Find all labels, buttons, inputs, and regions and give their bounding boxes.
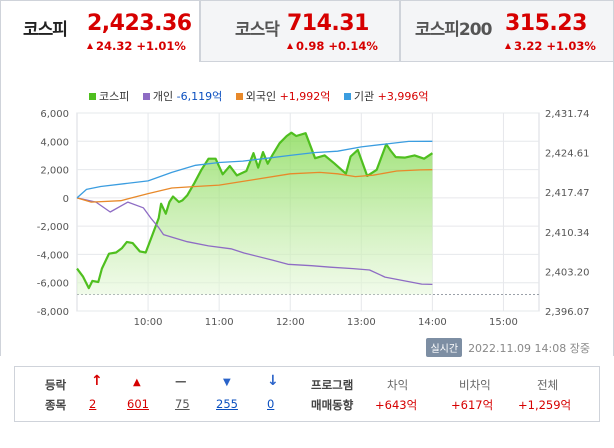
legend-item-individual[interactable]: 개인 -6,119억: [142, 88, 223, 104]
program-label-1: 프로그램: [311, 378, 354, 392]
legend-item-institution[interactable]: 기관 +3,996억: [343, 88, 429, 104]
tab-kospi200[interactable]: 코스피200 315.23 3.22 +1.03%: [400, 0, 614, 62]
left-tick-label: -2,000: [37, 222, 69, 233]
left-tick-label: 6,000: [40, 109, 69, 120]
legend-label: 기관: [353, 90, 375, 103]
left-tick-label: -4,000: [37, 250, 69, 261]
legend-label: 코스피: [99, 90, 130, 103]
market-summary-box: 등락 종목 ↑ 2 ▲ 601 — 75 ▼ 255 ↓ 0 프로그램 매매동향…: [14, 366, 600, 422]
series-line-개인: [76, 197, 433, 286]
program-value-total: +1,259억: [518, 398, 572, 412]
tab-kospi200-name: 코스피200: [415, 20, 492, 40]
tab-kospi-name: 코스피: [23, 20, 68, 40]
fall-count[interactable]: 255: [216, 397, 238, 411]
tab-kospi200-change: 3.22 +1.03%: [505, 39, 596, 53]
rise-count[interactable]: 601: [127, 397, 149, 411]
rise-icon: ▲: [133, 377, 141, 388]
legend-label: 외국인: [245, 90, 277, 103]
legend-swatch: [235, 93, 243, 100]
right-tick-label: 2,424.61: [545, 149, 590, 160]
up-triangle-icon: [87, 43, 93, 49]
intraday-chart: 6,000 4,000 2,000 0 -2,000 -4,000 -6,000 -8,000…: [37, 109, 590, 328]
legend-swatch: [89, 93, 96, 100]
legend-value: +3,996억: [377, 90, 429, 103]
left-tick-label: 4,000: [40, 137, 69, 148]
left-tick-label: -8,000: [37, 307, 69, 318]
series-line-기관: [76, 140, 433, 199]
chart-legend: 코스피 개인 -6,119억 외국인 +1,992억 기관 +3,996억: [89, 88, 439, 104]
flat-count[interactable]: 75: [175, 397, 190, 411]
status-line: 실시간 2022.11.09 14:08 장중: [426, 338, 590, 357]
series-line-코스피: [76, 131, 434, 290]
up-triangle-icon: [287, 43, 293, 49]
tab-kosdaq-change: 0.98 +0.14%: [287, 39, 378, 53]
kospi-area-layer: [77, 132, 433, 295]
index-tabs: 코스피 2,423.36 24.32 +1.01% 코스닥 714.31 0.9…: [0, 0, 614, 62]
program-header-non-arbitrage: 비차익: [459, 378, 491, 392]
right-tick-label: 2,417.47: [545, 188, 590, 199]
axis-labels: 6,000 4,000 2,000 0 -2,000 -4,000 -6,000 -8,000…: [37, 109, 590, 328]
right-tick-label: 2,410.34: [545, 228, 590, 239]
left-tick-label: -6,000: [37, 279, 69, 290]
tab-kosdaq-price: 714.31: [287, 11, 369, 36]
upper-limit-count[interactable]: 2: [89, 397, 97, 411]
legend-swatch: [343, 93, 351, 100]
x-tick-label: 10:00: [134, 317, 163, 328]
up-triangle-icon: [505, 43, 511, 49]
x-tick-label: 13:00: [347, 317, 376, 328]
program-label-2: 매매동향: [311, 398, 354, 412]
breadth-label-2: 종목: [45, 398, 67, 412]
lower-limit-count[interactable]: 0: [267, 397, 275, 411]
series-line-외국인: [76, 169, 433, 203]
tab-kosdaq-rate: +0.14%: [328, 39, 378, 53]
market-state: 장중: [569, 342, 590, 355]
program-value-non-arbitrage: +617억: [451, 398, 494, 412]
timestamp: 2022.11.09 14:08: [468, 342, 567, 355]
right-tick-label: 2,431.74: [545, 109, 590, 120]
x-tick-label: 12:00: [276, 317, 305, 328]
tab-kospi-rate: +1.01%: [136, 39, 186, 53]
tab-kospi-change: 24.32 +1.01%: [87, 39, 186, 53]
left-tick-label: 0: [63, 194, 69, 205]
tab-kospi200-price: 315.23: [505, 11, 587, 36]
right-tick-label: 2,403.20: [545, 267, 590, 278]
legend-item-foreigner[interactable]: 외국인 +1,992억: [235, 88, 331, 104]
left-tick-label: 2,000: [40, 166, 69, 177]
legend-value: +1,992억: [279, 90, 331, 103]
program-header-total: 전체: [537, 378, 559, 392]
tab-kospi-price: 2,423.36: [87, 11, 192, 36]
tab-kosdaq-change-value: 0.98: [296, 39, 325, 53]
fall-icon: ▼: [223, 377, 231, 388]
lower-limit-icon: ↓: [267, 373, 279, 389]
legend-value: -6,119억: [176, 90, 223, 103]
x-tick-label: 14:00: [418, 317, 447, 328]
x-tick-label: 11:00: [205, 317, 234, 328]
realtime-badge[interactable]: 실시간: [426, 338, 463, 357]
right-tick-label: 2,396.07: [545, 307, 590, 318]
legend-swatch: [142, 93, 150, 100]
tab-kospi-change-value: 24.32: [96, 39, 133, 53]
tab-kospi[interactable]: 코스피 2,423.36 24.32 +1.01%: [0, 0, 200, 62]
tab-kospi200-rate: +1.03%: [546, 39, 596, 53]
kospi-area-fill: [77, 132, 433, 295]
series-layer: [76, 131, 434, 290]
legend-item-kospi[interactable]: 코스피: [89, 88, 129, 104]
tab-kosdaq[interactable]: 코스닥 714.31 0.98 +0.14%: [200, 0, 400, 62]
x-tick-label: 15:00: [489, 317, 518, 328]
chart-panel: 코스피 개인 -6,119억 외국인 +1,992억 기관 +3,996억 6,…: [0, 62, 614, 356]
tab-kosdaq-name: 코스닥: [235, 20, 280, 40]
program-header-arbitrage: 차익: [387, 378, 409, 392]
upper-limit-icon: ↑: [91, 373, 103, 389]
flat-icon: —: [175, 374, 187, 388]
tab-kospi200-change-value: 3.22: [514, 39, 543, 53]
breadth-label-1: 등락: [45, 378, 67, 392]
program-value-arbitrage: +643억: [375, 398, 418, 412]
legend-label: 개인: [152, 90, 174, 103]
